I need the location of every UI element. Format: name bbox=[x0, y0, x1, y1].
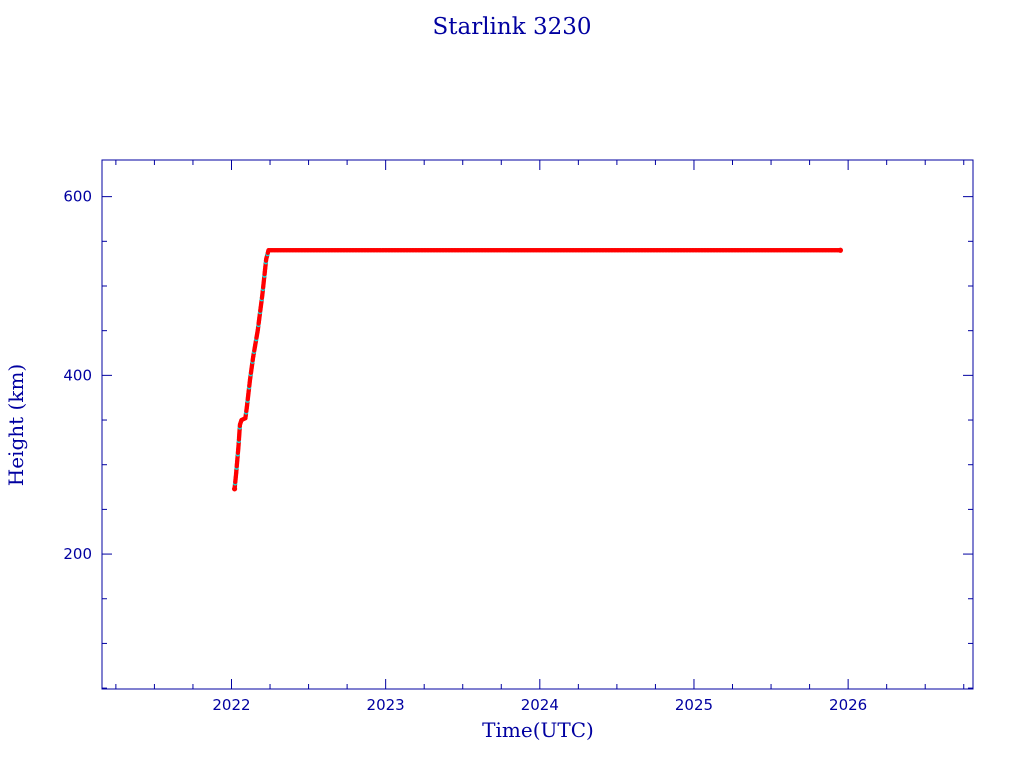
plot-frame bbox=[101, 159, 974, 690]
x-tick-label: 2026 bbox=[829, 696, 867, 714]
y-tick-label: 400 bbox=[63, 366, 92, 384]
chart-title: Starlink 3230 bbox=[432, 14, 592, 40]
data-point bbox=[231, 486, 238, 492]
y-tick-label: 200 bbox=[63, 545, 92, 563]
y-tick-label: 600 bbox=[63, 188, 92, 206]
x-tick-label: 2023 bbox=[367, 696, 405, 714]
data-point bbox=[837, 247, 844, 253]
x-tick-label: 2025 bbox=[675, 696, 713, 714]
x-tick-label: 2022 bbox=[212, 696, 250, 714]
x-tick-label: 2024 bbox=[521, 696, 559, 714]
x-axis-label: Time(UTC) bbox=[482, 718, 594, 742]
